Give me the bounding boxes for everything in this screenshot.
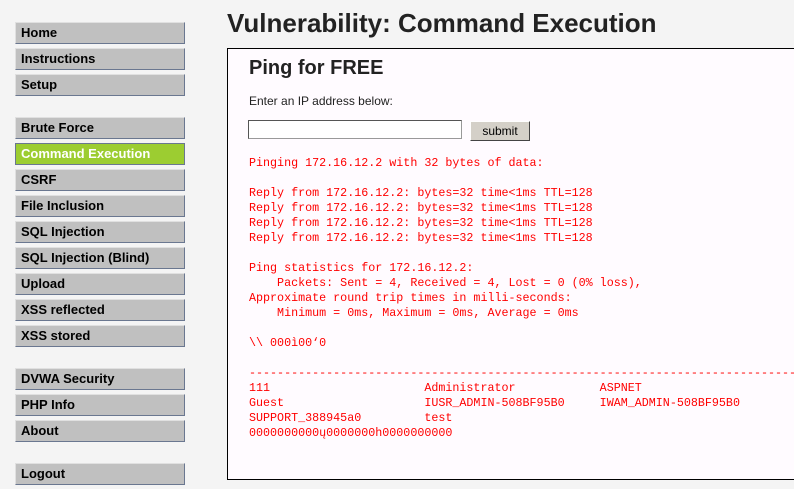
output-line: Reply from 172.16.12.2: bytes=32 time<1m… (249, 201, 593, 215)
sidebar-item-upload[interactable]: Upload (15, 273, 185, 295)
output-line: Reply from 172.16.12.2: bytes=32 time<1m… (249, 231, 593, 245)
sidebar-item-php-info[interactable]: PHP Info (15, 394, 185, 416)
sidebar-item-setup[interactable]: Setup (15, 74, 185, 96)
output-line: Packets: Sent = 4, Received = 4, Lost = … (249, 276, 642, 290)
ip-label: Enter an IP address below: (249, 94, 393, 108)
output-line (249, 246, 794, 261)
sidebar-item-xss-reflected[interactable]: XSS reflected (15, 299, 185, 321)
output-line: Approximate round trip times in milli-se… (249, 291, 572, 305)
command-output: Pinging 172.16.12.2 with 32 bytes of dat… (249, 156, 794, 441)
output-line: Minimum = 0ms, Maximum = 0ms, Average = … (249, 306, 579, 320)
output-line: Reply from 172.16.12.2: bytes=32 time<1m… (249, 186, 593, 200)
output-line: \\ 000ì00‘0 (249, 336, 327, 350)
output-line: Guest IUSR_ADMIN-508BF95B0 IWAM_ADMIN-50… (249, 396, 740, 410)
sidebar-item-logout[interactable]: Logout (15, 463, 185, 485)
output-line (249, 171, 794, 186)
sidebar-item-file-inclusion[interactable]: File Inclusion (15, 195, 185, 217)
sidebar-item-command-execution[interactable]: Command Execution (15, 143, 185, 165)
sidebar-item-about[interactable]: About (15, 420, 185, 442)
output-line: ----------------------------------------… (249, 366, 794, 380)
submit-button[interactable]: submit (470, 121, 530, 141)
output-line: Reply from 172.16.12.2: bytes=32 time<1m… (249, 216, 593, 230)
sidebar-item-xss-stored[interactable]: XSS stored (15, 325, 185, 347)
sidebar-item-sql-injection[interactable]: SQL Injection (15, 221, 185, 243)
output-line: Pinging 172.16.12.2 with 32 bytes of dat… (249, 156, 544, 170)
output-line: Ping statistics for 172.16.12.2: (249, 261, 474, 275)
sidebar-nav: Home Instructions Setup Brute Force Command… (15, 22, 185, 489)
output-line (249, 351, 794, 366)
sidebar-item-brute-force[interactable]: Brute Force (15, 117, 185, 139)
sidebar-item-sql-injection-blind[interactable]: SQL Injection (Blind) (15, 247, 185, 269)
sidebar-item-instructions[interactable]: Instructions (15, 48, 185, 70)
output-line (249, 321, 794, 336)
output-line: 0000000000ų0000000h0000000000 (249, 426, 453, 440)
section-heading: Ping for FREE (249, 57, 384, 79)
sidebar-item-dvwa-security[interactable]: DVWA Security (15, 368, 185, 390)
content-box: Ping for FREE Enter an IP address below:… (227, 48, 794, 480)
sidebar-item-home[interactable]: Home (15, 22, 185, 44)
page-title: Vulnerability: Command Execution (227, 8, 657, 38)
sidebar-item-csrf[interactable]: CSRF (15, 169, 185, 191)
output-line: SUPPORT_388945a0 test (249, 411, 453, 425)
output-line: 111 Administrator ASPNET (249, 381, 642, 395)
ip-input[interactable] (248, 120, 462, 139)
